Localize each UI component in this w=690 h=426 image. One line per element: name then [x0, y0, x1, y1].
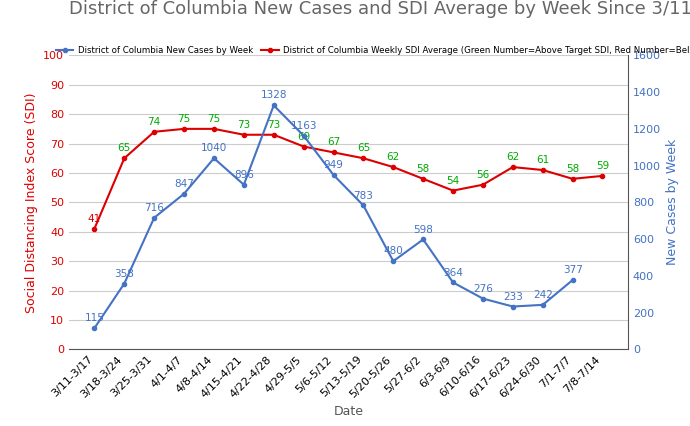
- District of Columbia New Cases by Week: [120, 281, 128, 286]
- X-axis label: Date: Date: [333, 405, 364, 418]
- Text: 62: 62: [506, 152, 520, 162]
- Text: 58: 58: [417, 164, 430, 174]
- District of Columbia New Cases by Week: [180, 191, 188, 196]
- District of Columbia Weekly SDI Average (Green Number=Above Target SDI, Red Number=Below Target SDI): [419, 176, 427, 181]
- District of Columbia New Cases by Week: [479, 296, 487, 301]
- Text: 377: 377: [562, 265, 582, 275]
- Text: 783: 783: [353, 190, 373, 201]
- District of Columbia Weekly SDI Average (Green Number=Above Target SDI, Red Number=Below Target SDI): [479, 182, 487, 187]
- Text: 61: 61: [536, 155, 549, 165]
- Y-axis label: Social Distancing Index Score (SDI): Social Distancing Index Score (SDI): [25, 92, 37, 313]
- District of Columbia New Cases by Week: [210, 155, 218, 161]
- District of Columbia New Cases by Week: [150, 215, 158, 220]
- District of Columbia Weekly SDI Average (Green Number=Above Target SDI, Red Number=Below Target SDI): [299, 144, 308, 149]
- Text: 276: 276: [473, 284, 493, 294]
- District of Columbia New Cases by Week: [419, 237, 427, 242]
- District of Columbia Weekly SDI Average (Green Number=Above Target SDI, Red Number=Below Target SDI): [598, 173, 607, 178]
- District of Columbia New Cases by Week: [239, 182, 248, 187]
- District of Columbia Weekly SDI Average (Green Number=Above Target SDI, Red Number=Below Target SDI): [90, 226, 99, 231]
- District of Columbia New Cases by Week: [270, 103, 278, 108]
- Text: 847: 847: [174, 179, 194, 189]
- District of Columbia New Cases by Week: [449, 280, 457, 285]
- Text: 480: 480: [384, 246, 403, 256]
- District of Columbia New Cases by Week: [329, 173, 337, 178]
- Text: 233: 233: [503, 291, 523, 302]
- Text: 73: 73: [237, 120, 250, 130]
- Text: 1328: 1328: [261, 90, 287, 101]
- District of Columbia Weekly SDI Average (Green Number=Above Target SDI, Red Number=Below Target SDI): [389, 164, 397, 170]
- District of Columbia New Cases by Week: [359, 203, 368, 208]
- Text: 74: 74: [148, 117, 161, 127]
- Text: 75: 75: [177, 114, 190, 124]
- Y-axis label: New Cases by Week: New Cases by Week: [667, 139, 680, 265]
- Line: District of Columbia New Cases by Week: District of Columbia New Cases by Week: [92, 103, 575, 330]
- Text: 896: 896: [234, 170, 254, 180]
- District of Columbia Weekly SDI Average (Green Number=Above Target SDI, Red Number=Below Target SDI): [539, 167, 547, 173]
- District of Columbia New Cases by Week: [509, 304, 517, 309]
- District of Columbia Weekly SDI Average (Green Number=Above Target SDI, Red Number=Below Target SDI): [150, 129, 158, 134]
- Text: 59: 59: [596, 161, 609, 171]
- Text: 67: 67: [327, 138, 340, 147]
- Text: 56: 56: [476, 170, 490, 180]
- District of Columbia Weekly SDI Average (Green Number=Above Target SDI, Red Number=Below Target SDI): [180, 126, 188, 131]
- Legend: District of Columbia New Cases by Week, District of Columbia Weekly SDI Average : District of Columbia New Cases by Week, …: [52, 43, 690, 58]
- Text: District of Columbia New Cases and SDI Average by Week Since 3/11/20 Target SDI : District of Columbia New Cases and SDI A…: [69, 0, 690, 18]
- Text: 1163: 1163: [290, 121, 317, 131]
- District of Columbia New Cases by Week: [539, 302, 547, 308]
- Text: 75: 75: [207, 114, 221, 124]
- Text: 58: 58: [566, 164, 579, 174]
- Text: 598: 598: [413, 225, 433, 235]
- District of Columbia Weekly SDI Average (Green Number=Above Target SDI, Red Number=Below Target SDI): [329, 150, 337, 155]
- Text: 65: 65: [357, 143, 370, 153]
- Text: 62: 62: [386, 152, 400, 162]
- Text: 41: 41: [88, 214, 101, 224]
- District of Columbia Weekly SDI Average (Green Number=Above Target SDI, Red Number=Below Target SDI): [270, 132, 278, 137]
- Text: 65: 65: [118, 143, 131, 153]
- Text: 716: 716: [144, 203, 164, 213]
- Text: 73: 73: [267, 120, 280, 130]
- District of Columbia Weekly SDI Average (Green Number=Above Target SDI, Red Number=Below Target SDI): [239, 132, 248, 137]
- District of Columbia Weekly SDI Average (Green Number=Above Target SDI, Red Number=Below Target SDI): [210, 126, 218, 131]
- Text: 54: 54: [446, 176, 460, 186]
- Text: 949: 949: [324, 160, 344, 170]
- District of Columbia Weekly SDI Average (Green Number=Above Target SDI, Red Number=Below Target SDI): [359, 155, 368, 161]
- Text: 364: 364: [443, 268, 463, 277]
- District of Columbia New Cases by Week: [389, 259, 397, 264]
- Text: 358: 358: [115, 269, 135, 279]
- District of Columbia Weekly SDI Average (Green Number=Above Target SDI, Red Number=Below Target SDI): [509, 164, 517, 170]
- District of Columbia Weekly SDI Average (Green Number=Above Target SDI, Red Number=Below Target SDI): [120, 155, 128, 161]
- Text: 115: 115: [84, 313, 104, 323]
- Text: 242: 242: [533, 290, 553, 300]
- Text: 69: 69: [297, 132, 310, 141]
- District of Columbia New Cases by Week: [569, 277, 577, 282]
- Line: District of Columbia Weekly SDI Average (Green Number=Above Target SDI, Red Number=Below Target SDI): District of Columbia Weekly SDI Average …: [92, 127, 604, 231]
- District of Columbia Weekly SDI Average (Green Number=Above Target SDI, Red Number=Below Target SDI): [449, 188, 457, 193]
- Text: 1040: 1040: [201, 143, 227, 153]
- District of Columbia New Cases by Week: [90, 325, 99, 331]
- District of Columbia New Cases by Week: [299, 133, 308, 138]
- District of Columbia Weekly SDI Average (Green Number=Above Target SDI, Red Number=Below Target SDI): [569, 176, 577, 181]
